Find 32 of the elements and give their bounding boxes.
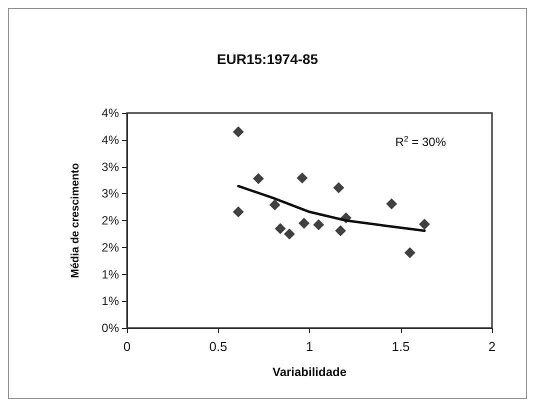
point — [335, 225, 346, 236]
x-tick-label: 0.5 — [209, 339, 228, 354]
x-tick-label: 1 — [306, 339, 314, 354]
chart-title: EUR15:1974-85 — [216, 51, 318, 67]
point — [232, 206, 244, 218]
y-axis-title: Média de crescimento — [70, 162, 82, 278]
point — [298, 218, 310, 229]
point — [333, 182, 344, 194]
point — [404, 247, 416, 258]
y-tick-label: 2% — [102, 214, 120, 228]
point — [252, 173, 264, 184]
point — [269, 199, 280, 210]
y-tick-label: 4% — [102, 132, 120, 147]
point — [274, 223, 286, 234]
point — [418, 218, 430, 230]
point — [232, 126, 244, 138]
x-tick-label: 0 — [123, 339, 131, 354]
y-tick-label: 1% — [102, 267, 120, 282]
x-axis-title: Variabilidade — [272, 365, 347, 379]
x-tick-label: 2 — [488, 339, 496, 354]
y-tick-label: 1% — [102, 294, 120, 308]
y-tick-label: 3% — [102, 160, 120, 174]
point — [284, 228, 295, 240]
line-series — [237, 184, 426, 232]
point — [296, 172, 308, 184]
y-tick-label: 0% — [102, 321, 120, 335]
point — [386, 198, 398, 210]
x-tick-label: 1.5 — [392, 339, 410, 354]
y-tick-label: 2% — [102, 240, 120, 254]
y-tick-label: 3% — [102, 186, 120, 201]
y-tick-label: 4% — [102, 106, 120, 120]
point — [313, 219, 324, 230]
